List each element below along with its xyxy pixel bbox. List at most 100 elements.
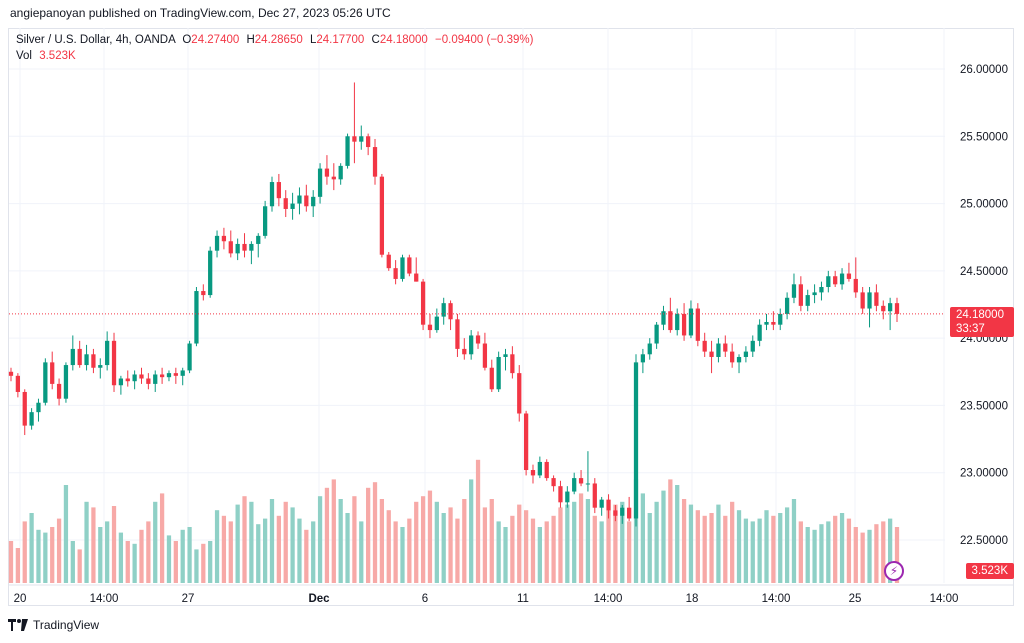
candle-body	[455, 319, 460, 349]
symbol-label: Silver / U.S. Dollar, 4h, OANDA	[16, 34, 176, 46]
candle-body	[572, 478, 577, 492]
candle-body	[22, 391, 27, 426]
volume-bar	[846, 518, 852, 583]
footer-brand-label: TradingView	[33, 618, 100, 632]
candle-body	[132, 374, 137, 382]
candle-body	[565, 491, 570, 503]
candle-body	[427, 324, 433, 331]
volume-bar	[420, 496, 426, 583]
y-tick-label: 23.00000	[960, 468, 1008, 480]
volume-bar	[496, 521, 501, 583]
volume-tag: 3.523K	[965, 563, 1014, 579]
volume-bar	[874, 524, 879, 583]
candle-body	[331, 176, 336, 180]
volume-bar	[592, 515, 597, 583]
volume-legend: Vol 3.523K	[16, 50, 76, 62]
candle-body	[613, 510, 618, 516]
open-value: 24.27400	[191, 34, 240, 46]
volume-bar	[393, 521, 398, 583]
y-tick-label: 26.00000	[960, 64, 1008, 76]
candle-body	[812, 292, 817, 296]
candle-body	[826, 276, 831, 288]
volume-bar	[407, 518, 412, 583]
candle-body	[771, 321, 776, 325]
candle-body	[819, 287, 824, 293]
candle-body	[675, 313, 680, 331]
volume-bar	[723, 515, 728, 583]
volume-bar	[537, 527, 542, 583]
volume-bar	[91, 507, 96, 583]
volume-bar	[530, 518, 536, 583]
candle-body	[214, 235, 220, 251]
candle-body	[798, 284, 803, 306]
candle-body	[407, 257, 412, 274]
candle-body	[77, 348, 82, 366]
candle-body	[56, 383, 62, 399]
volume-bar	[386, 510, 391, 583]
candle-body	[702, 340, 707, 352]
volume-bar	[36, 529, 41, 583]
candle-body	[846, 273, 852, 279]
candle-body	[153, 374, 158, 384]
candle-body	[510, 354, 515, 374]
volume-bar	[15, 548, 20, 583]
volume-bar	[839, 513, 845, 583]
footer-brand[interactable]: TradingView	[8, 618, 99, 632]
candle-body	[633, 362, 639, 519]
volume-bar	[585, 499, 591, 583]
volume-bar	[159, 493, 165, 583]
candle-body	[578, 478, 584, 484]
candle-body	[853, 278, 858, 293]
candle-body	[366, 136, 371, 148]
volume-bar	[304, 529, 309, 583]
volume-bar	[853, 527, 858, 583]
candle-body	[833, 276, 838, 285]
candle-body	[434, 316, 439, 331]
candle-body	[496, 356, 501, 390]
volume-bar	[235, 504, 240, 583]
candle-body	[743, 351, 749, 357]
candle-body	[194, 291, 199, 344]
x-tick-label: 20	[14, 593, 27, 605]
candle-body	[558, 486, 563, 503]
volume-bar	[578, 493, 584, 583]
volume-bar	[290, 507, 295, 583]
volume-bar	[208, 541, 213, 583]
volume-bar	[427, 490, 433, 583]
candle-body	[98, 365, 103, 368]
volume-bar	[221, 515, 227, 583]
candle-body	[43, 362, 48, 403]
candle-body	[269, 182, 275, 207]
lightning-icon[interactable]: ⚡	[884, 561, 904, 581]
volume-bar	[613, 504, 618, 583]
candle-body	[228, 241, 233, 254]
volume-bar	[833, 515, 838, 583]
candle-body	[338, 165, 343, 180]
volume-bar	[414, 501, 419, 583]
volume-bar	[84, 501, 89, 583]
candle-body	[420, 281, 426, 325]
volume-bar	[43, 532, 48, 583]
volume-bar	[317, 496, 323, 583]
volume-bar	[256, 524, 261, 583]
candle-body	[640, 354, 646, 363]
volume-bar	[757, 518, 762, 583]
candle-body	[84, 354, 89, 366]
candle-body	[105, 340, 110, 366]
volume-label: Vol	[16, 50, 32, 62]
volume-bar	[50, 527, 55, 583]
volume-bar	[441, 513, 446, 583]
volume-bar	[331, 479, 336, 583]
candle-body	[386, 254, 391, 269]
candle-body	[523, 413, 529, 471]
candle-body	[166, 373, 172, 378]
volume-bar	[201, 543, 206, 583]
candle-body	[723, 343, 728, 352]
y-tick-label: 23.50000	[960, 400, 1008, 412]
volume-bar	[620, 501, 625, 583]
volume-bar	[517, 504, 522, 583]
volume-bar	[661, 490, 666, 583]
volume-bar	[778, 513, 783, 583]
high-value: 24.28650	[254, 34, 303, 46]
